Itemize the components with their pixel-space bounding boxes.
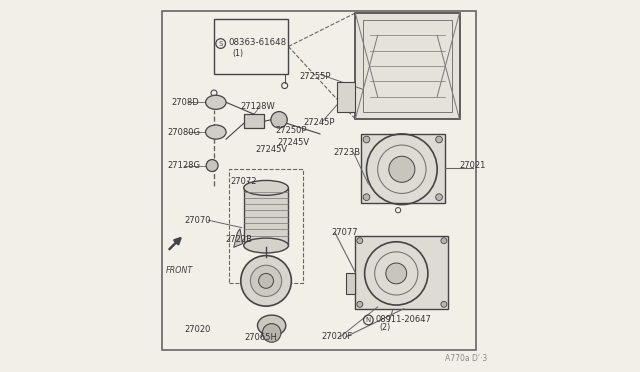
Circle shape [386,263,406,284]
Circle shape [241,256,291,306]
Circle shape [436,136,442,143]
Text: (1): (1) [232,49,244,58]
Circle shape [206,160,218,171]
Text: 27245P: 27245P [303,118,335,126]
Text: 27245V: 27245V [255,145,287,154]
Text: 27255P: 27255P [300,72,331,81]
Text: 27128G: 27128G [168,161,200,170]
Text: 08363-61648: 08363-61648 [228,38,286,47]
Polygon shape [234,229,243,247]
Ellipse shape [205,125,226,139]
Polygon shape [355,236,449,309]
Text: N: N [365,317,371,323]
Text: (2): (2) [380,323,391,332]
Polygon shape [244,114,264,128]
Text: A770a D'·3: A770a D'·3 [445,354,488,363]
Text: 2722B: 2722B [225,235,252,244]
Text: 2708D: 2708D [172,98,199,107]
Polygon shape [337,82,355,112]
Polygon shape [214,19,289,74]
Text: 27020: 27020 [184,325,211,334]
Polygon shape [355,13,460,119]
Ellipse shape [244,238,289,253]
Circle shape [441,301,447,307]
Circle shape [363,194,370,201]
Circle shape [250,265,282,296]
Polygon shape [361,134,445,203]
Circle shape [357,301,363,307]
Circle shape [389,156,415,182]
Text: 08911-20647: 08911-20647 [375,315,431,324]
Circle shape [363,136,370,143]
Text: 27020F: 27020F [322,332,353,341]
Text: 27021: 27021 [460,161,486,170]
Circle shape [441,238,447,244]
Circle shape [436,194,442,201]
Circle shape [262,324,281,342]
Text: 27077: 27077 [331,228,358,237]
Polygon shape [346,273,355,294]
Circle shape [357,238,363,244]
Text: 27070: 27070 [184,216,211,225]
Text: 27128W: 27128W [240,102,275,110]
Polygon shape [244,188,289,246]
Circle shape [271,112,287,128]
Text: 27065H: 27065H [245,333,278,342]
Ellipse shape [205,95,226,109]
Ellipse shape [257,315,286,336]
Text: 27072: 27072 [231,177,257,186]
Text: 2723B: 2723B [333,148,360,157]
Text: S: S [218,41,223,46]
Text: FRONT: FRONT [166,266,193,275]
Text: 27245V: 27245V [277,138,309,147]
Text: 27080G: 27080G [168,128,200,137]
Text: 27250P: 27250P [275,126,307,135]
Polygon shape [162,11,476,350]
Circle shape [259,273,273,288]
Ellipse shape [244,180,289,195]
